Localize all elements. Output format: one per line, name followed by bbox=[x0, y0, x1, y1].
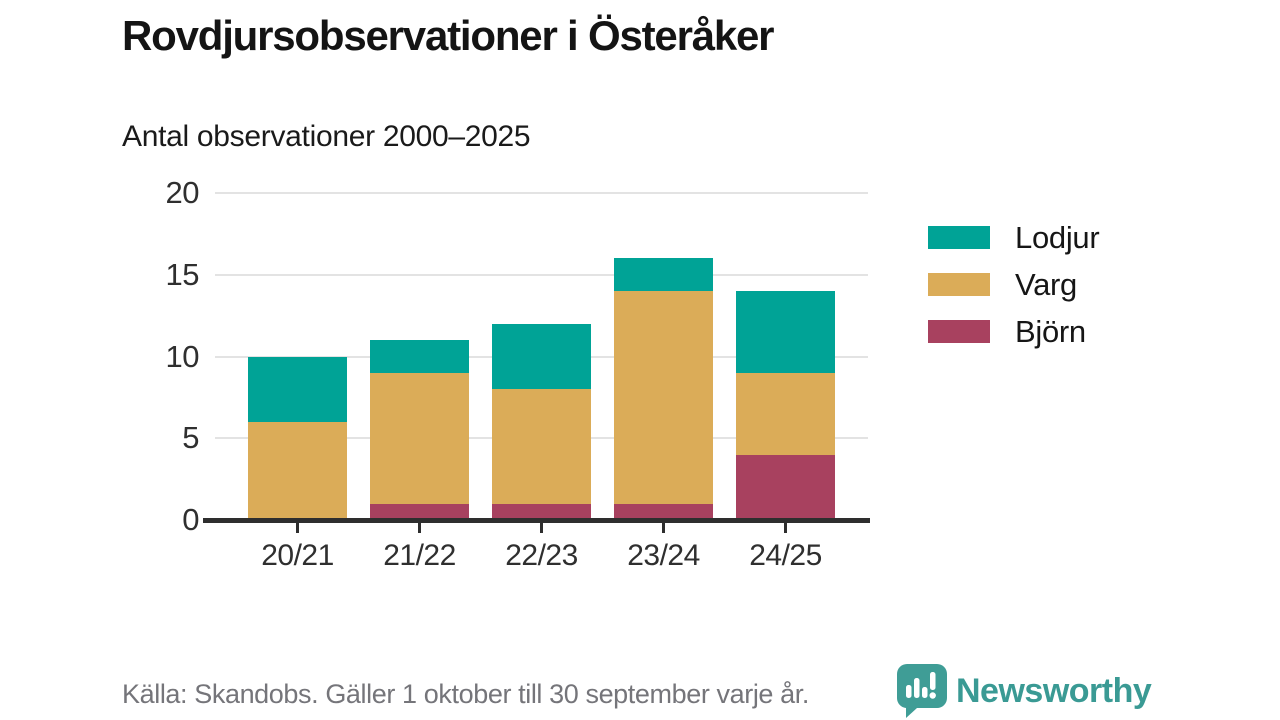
gridline-15 bbox=[215, 273, 868, 276]
legend: Lodjur Varg Björn bbox=[928, 214, 1100, 355]
bar-21/22 bbox=[370, 340, 469, 520]
y-tick-label-15: 15 bbox=[165, 256, 200, 292]
x-tick-label-24/25: 24/25 bbox=[749, 539, 822, 572]
y-tick-label-10: 10 bbox=[165, 338, 200, 374]
bar-segment-lodjur-23/24 bbox=[614, 258, 713, 292]
bar-22/23 bbox=[492, 323, 591, 520]
x-axis-line bbox=[203, 518, 870, 523]
bar-segment-björn-22/23 bbox=[492, 503, 591, 520]
bar-segment-björn-24/25 bbox=[736, 454, 835, 520]
x-axis-ticks-and-labels: 20/21 21/22 22/23 23/24 24/25 bbox=[215, 523, 868, 573]
plot-area: 0 5 10 15 20 20/21 21/22 22/23 23/24 24/25 bbox=[166, 176, 870, 572]
legend-item-lodjur: Lodjur bbox=[928, 214, 1100, 261]
bar-segment-varg-22/23 bbox=[492, 389, 591, 504]
x-tick-20/21 bbox=[296, 523, 299, 533]
legend-item-björn: Björn bbox=[928, 308, 1099, 355]
x-tick-label-22/23: 22/23 bbox=[505, 539, 578, 572]
x-tick-23/24 bbox=[662, 523, 665, 533]
x-slot-22/23: 22/23 bbox=[492, 523, 591, 573]
legend-item-varg: Varg bbox=[928, 261, 1099, 308]
bar-segment-varg-20/21 bbox=[248, 421, 347, 520]
bar-segment-lodjur-20/21 bbox=[248, 356, 347, 422]
bar-24/25 bbox=[736, 291, 835, 520]
x-tick-21/22 bbox=[418, 523, 421, 533]
newsworthy-wordmark: Newsworthy bbox=[956, 671, 1152, 710]
y-tick-label-20: 20 bbox=[165, 175, 200, 210]
x-tick-label-21/22: 21/22 bbox=[383, 539, 456, 572]
legend-label-varg: Varg bbox=[1015, 266, 1077, 302]
legend-swatch-varg bbox=[928, 273, 990, 296]
x-slot-23/24: 23/24 bbox=[614, 523, 713, 573]
bar-chart-speech-bubble-icon bbox=[897, 664, 947, 718]
legend-swatch-björn bbox=[928, 320, 990, 343]
x-slot-21/22: 21/22 bbox=[370, 523, 469, 573]
bar-segment-lodjur-21/22 bbox=[370, 340, 469, 373]
legend-swatch-lodjur bbox=[928, 226, 990, 249]
bar-segment-lodjur-24/25 bbox=[736, 291, 835, 373]
bar-segment-lodjur-22/23 bbox=[492, 323, 591, 390]
bar-segment-varg-21/22 bbox=[370, 372, 469, 504]
newsworthy-logo: Newsworthy bbox=[897, 664, 1152, 718]
x-slot-24/25: 24/25 bbox=[736, 523, 835, 573]
x-tick-label-23/24: 23/24 bbox=[627, 539, 700, 572]
x-tick-22/23 bbox=[540, 523, 543, 533]
x-tick-label-20/21: 20/21 bbox=[261, 539, 334, 572]
bars bbox=[215, 193, 868, 520]
y-tick-label-0: 0 bbox=[182, 502, 199, 537]
y-tick-label-5: 5 bbox=[182, 420, 199, 456]
chart-title: Rovdjursobservationer i Österåker bbox=[122, 12, 775, 59]
chart-subtitle: Antal observationer 2000–2025 bbox=[122, 120, 531, 153]
bar-segment-björn-21/22 bbox=[370, 503, 469, 520]
legend-label-björn: Björn bbox=[1015, 313, 1086, 349]
bar-segment-varg-24/25 bbox=[736, 372, 835, 455]
bar-segment-björn-23/24 bbox=[614, 503, 713, 520]
legend-label-lodjur: Lodjur bbox=[1015, 219, 1100, 255]
bar-segment-varg-23/24 bbox=[614, 291, 713, 504]
source-note: Källa: Skandobs. Gäller 1 oktober till 3… bbox=[122, 679, 809, 709]
x-tick-24/25 bbox=[784, 523, 787, 533]
x-slot-20/21: 20/21 bbox=[248, 523, 347, 573]
bar-20/21 bbox=[248, 356, 347, 520]
gridline-20 bbox=[215, 192, 868, 194]
bar-23/24 bbox=[614, 258, 713, 520]
